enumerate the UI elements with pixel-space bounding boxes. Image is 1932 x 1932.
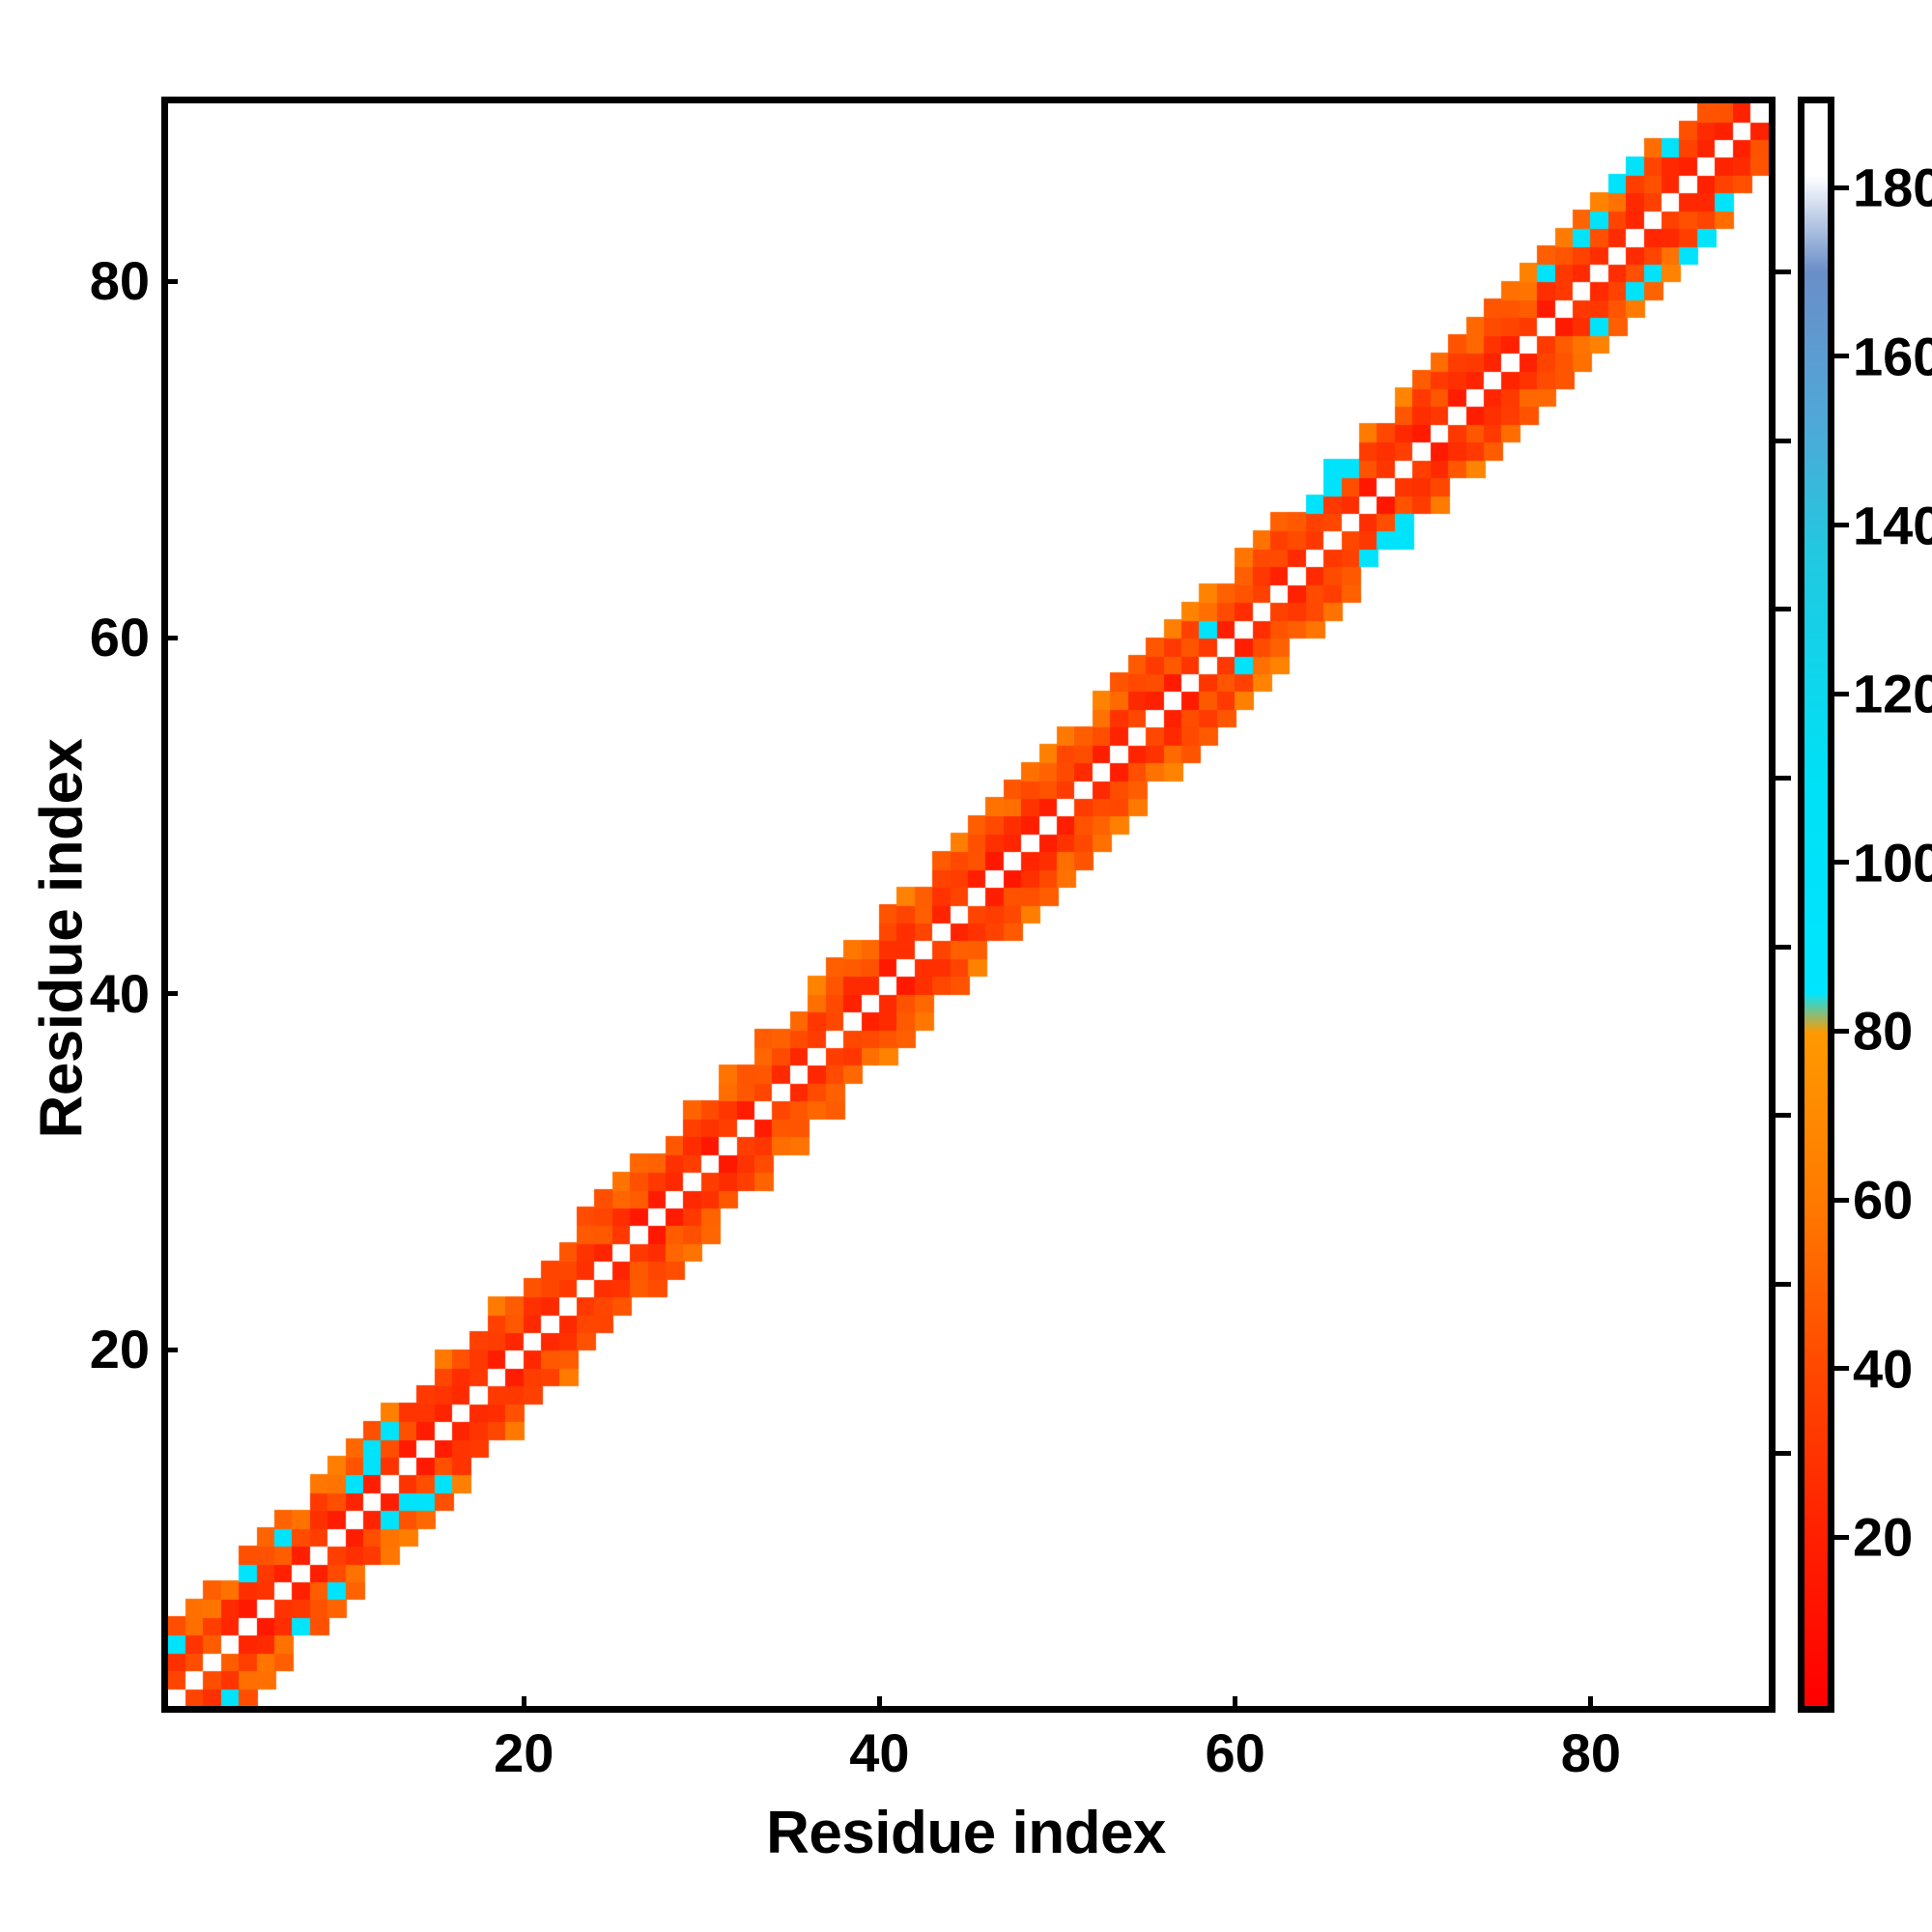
- colorbar-minor-tick-70: [1770, 1113, 1791, 1119]
- colorbar-tick-label-100: 100: [1853, 832, 1932, 894]
- x-axis-tick-label-40: 40: [849, 1722, 910, 1783]
- heatmap-plot-area: [161, 97, 1776, 1713]
- colorbar-tick-60: [1834, 1197, 1849, 1203]
- colorbar-tick-label-120: 120: [1853, 663, 1932, 724]
- colorbar: [1798, 97, 1834, 1713]
- x-axis-tick-40: [876, 1696, 882, 1713]
- x-axis-tick-label-80: 80: [1560, 1722, 1622, 1783]
- contact-map-canvas: [168, 103, 1769, 1706]
- x-axis-tick-label-60: 60: [1205, 1722, 1265, 1783]
- colorbar-tick-label-80: 80: [1853, 1000, 1914, 1062]
- colorbar-tick-label-60: 60: [1853, 1169, 1914, 1231]
- colorbar-minor-tick-150: [1770, 438, 1791, 443]
- colorbar-tick-label-160: 160: [1853, 326, 1932, 387]
- x-axis-tick-20: [521, 1696, 526, 1713]
- y-axis-tick-label-60: 60: [89, 607, 150, 668]
- colorbar-tick-100: [1834, 860, 1849, 866]
- colorbar-tick-160: [1834, 354, 1849, 359]
- colorbar-tick-80: [1834, 1028, 1849, 1034]
- x-axis-tick-60: [1233, 1696, 1238, 1713]
- x-axis-label: Residue index: [766, 1800, 1166, 1866]
- colorbar-tick-label-140: 140: [1853, 495, 1932, 556]
- colorbar-tick-label-180: 180: [1853, 156, 1932, 218]
- colorbar-tick-40: [1834, 1366, 1849, 1372]
- colorbar-tick-20: [1834, 1534, 1849, 1540]
- colorbar-minor-tick-50: [1770, 1281, 1791, 1287]
- x-axis-tick-label-20: 20: [494, 1722, 554, 1783]
- colorbar-minor-tick-170: [1770, 270, 1791, 275]
- x-axis-tick-80: [1588, 1696, 1594, 1713]
- y-axis-tick-40: [161, 991, 178, 997]
- colorbar-tick-label-20: 20: [1853, 1506, 1914, 1568]
- colorbar-minor-tick-90: [1770, 944, 1791, 950]
- colorbar-minor-tick-110: [1770, 776, 1791, 781]
- y-axis-tick-20: [161, 1347, 178, 1352]
- y-axis-tick-label-80: 80: [89, 250, 150, 312]
- colorbar-tick-label-40: 40: [1853, 1338, 1914, 1400]
- colorbar-tick-180: [1834, 185, 1849, 190]
- colorbar-tick-120: [1834, 691, 1849, 696]
- y-axis-tick-label-20: 20: [89, 1319, 150, 1380]
- y-axis-tick-60: [161, 635, 178, 640]
- y-axis-tick-label-40: 40: [89, 962, 150, 1024]
- colorbar-minor-tick-130: [1770, 607, 1791, 612]
- colorbar-gradient: [1804, 103, 1828, 1706]
- y-axis-label: Residue index: [28, 738, 96, 1139]
- colorbar-tick-140: [1834, 523, 1849, 528]
- colorbar-minor-tick-30: [1770, 1450, 1791, 1456]
- y-axis-tick-80: [161, 278, 178, 284]
